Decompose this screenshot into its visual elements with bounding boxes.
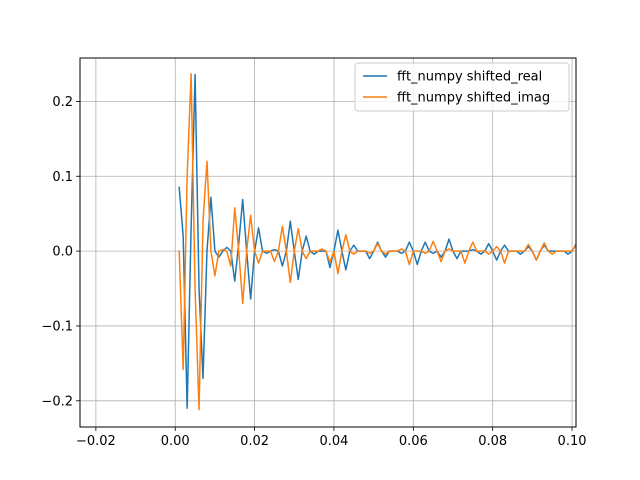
x-tick-label: 0.02 [240,434,269,449]
series-line-1 [178,72,576,411]
legend-label-0: fft_numpy shifted_real [397,70,542,85]
x-tick-label: −0.02 [76,434,116,449]
y-tick-label: 0.1 [52,170,73,185]
x-tick-label: 0.08 [478,434,507,449]
axis-ticks: −0.02 0.00 0.02 0.04 0.06 0.08 0.10 −0.2 −0.1 0.0… [41,95,586,449]
legend-box [354,62,570,112]
x-tick-label: 0.00 [161,434,190,449]
legend-label-1: fft_numpy shifted_imag [397,91,550,106]
x-tick-label: 0.10 [558,434,587,449]
y-tick-label: −0.1 [41,319,73,334]
y-tick-label: 0.2 [52,95,73,110]
x-tick-label: 0.06 [399,434,428,449]
legend: fft_numpy shifted_real fft_numpy shifted_… [354,62,570,112]
series-layer [178,72,576,411]
y-tick-label: −0.2 [41,394,73,409]
axes-frame [79,57,577,428]
y-tick-label: 0.0 [52,245,73,260]
x-tick-label: 0.04 [319,434,348,449]
